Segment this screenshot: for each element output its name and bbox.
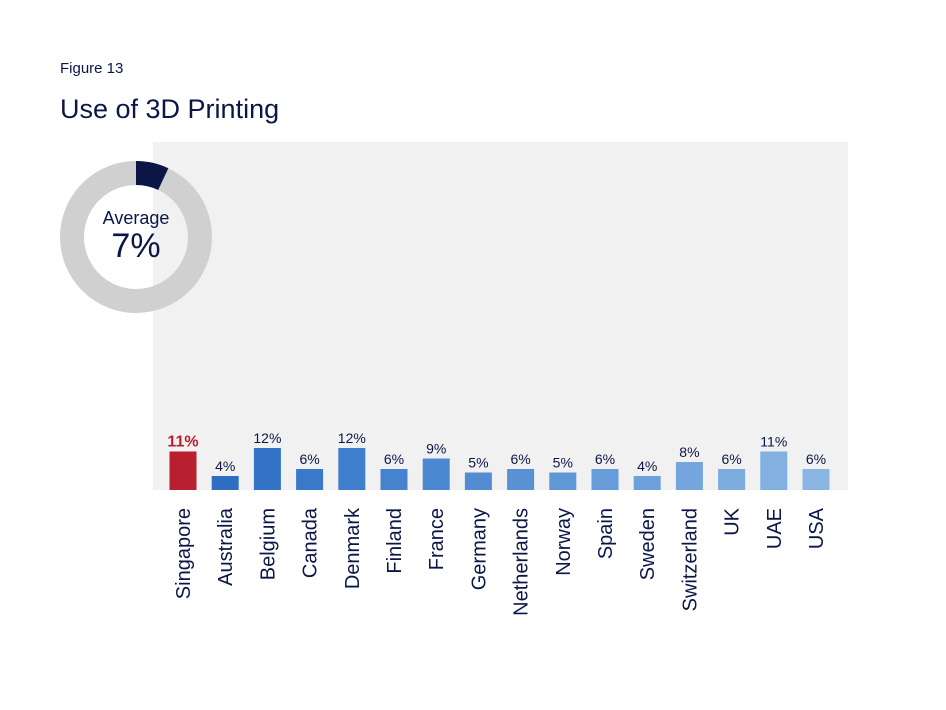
chart-title: Use of 3D Printing	[60, 94, 280, 124]
category-label-sweden: Sweden	[637, 508, 659, 580]
average-value: 7%	[111, 227, 161, 265]
category-label-spain: Spain	[595, 508, 617, 559]
bar-australia	[211, 476, 239, 490]
donut-average-arc	[60, 161, 212, 313]
data-label-uk: 6%	[721, 451, 741, 467]
category-label-denmark: Denmark	[342, 507, 364, 589]
category-label-belgium: Belgium	[257, 508, 279, 580]
bar-denmark	[338, 448, 366, 490]
data-label-switzerland: 8%	[679, 444, 699, 460]
category-label-singapore: Singapore	[173, 508, 195, 599]
category-label-norway: Norway	[553, 508, 575, 576]
bar-singapore	[169, 451, 197, 490]
bar-netherlands	[507, 469, 535, 490]
plot-area	[153, 142, 848, 490]
bar-uk	[718, 469, 746, 490]
figure-label: Figure 13	[60, 60, 124, 77]
bar-canada	[296, 469, 324, 490]
bar-switzerland	[675, 462, 703, 490]
data-label-australia: 4%	[215, 458, 235, 474]
bar-spain	[591, 469, 619, 490]
category-label-netherlands: Netherlands	[511, 508, 533, 616]
data-label-sweden: 4%	[637, 458, 657, 474]
data-label-singapore: 11%	[167, 434, 198, 451]
data-label-germany: 5%	[468, 455, 488, 471]
category-label-uk: UK	[722, 507, 744, 535]
data-label-france: 9%	[426, 441, 446, 457]
data-label-belgium: 12%	[253, 430, 281, 446]
bar-norway	[549, 472, 577, 490]
bar-usa	[802, 469, 830, 490]
category-label-uae: UAE	[764, 508, 786, 549]
data-label-finland: 6%	[384, 451, 404, 467]
category-label-usa: USA	[806, 507, 828, 549]
category-label-germany: Germany	[468, 508, 490, 590]
data-label-norway: 5%	[553, 455, 573, 471]
category-label-canada: Canada	[300, 507, 322, 578]
category-label-switzerland: Switzerland	[679, 508, 701, 611]
bar-uae	[760, 451, 788, 490]
category-label-australia: Australia	[215, 507, 237, 586]
data-label-spain: 6%	[595, 451, 615, 467]
average-label: Average	[102, 208, 170, 228]
data-label-uae: 11%	[760, 434, 787, 450]
bar-france	[422, 458, 450, 490]
category-label-france: France	[426, 508, 448, 570]
bar-germany	[464, 472, 492, 490]
category-label-finland: Finland	[384, 508, 406, 574]
data-label-usa: 6%	[806, 451, 826, 467]
data-label-netherlands: 6%	[510, 451, 530, 467]
bar-finland	[380, 469, 408, 490]
data-label-denmark: 12%	[338, 430, 366, 446]
average-caption: Average 7%	[60, 208, 212, 266]
bar-sweden	[633, 476, 661, 490]
data-label-canada: 6%	[299, 451, 319, 467]
bar-belgium	[253, 448, 281, 490]
